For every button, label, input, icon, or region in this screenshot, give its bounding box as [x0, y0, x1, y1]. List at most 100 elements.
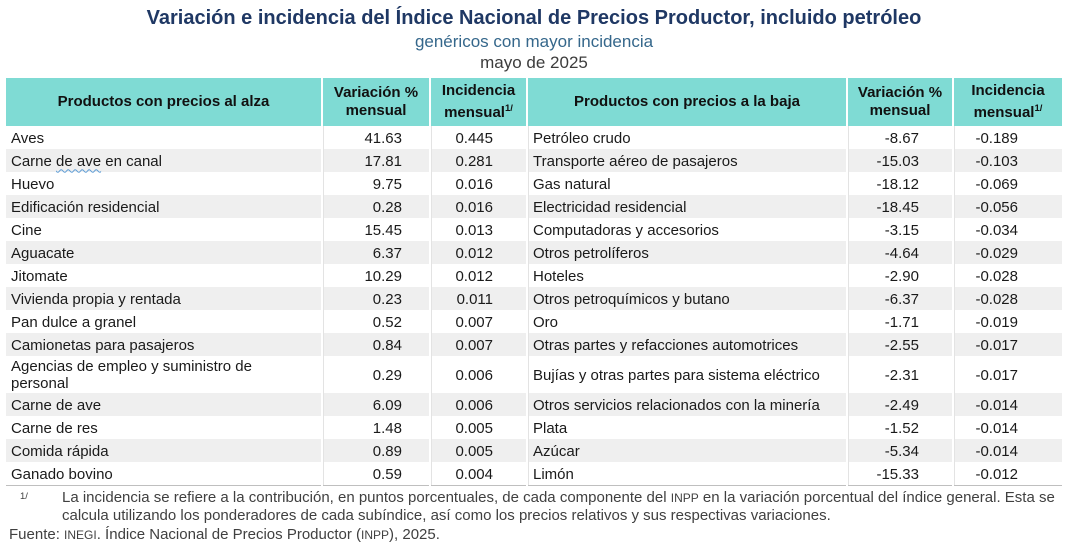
alza-incidencia-cell: 0.012	[429, 264, 527, 287]
table-row: Huevo 9.75 0.016 Gas natural -18.12 -0.069	[6, 172, 1062, 195]
baja-variacion-cell: -18.12	[846, 172, 953, 195]
alza-variacion-cell: 0.52	[321, 310, 430, 333]
baja-variacion-cell: -3.15	[846, 218, 953, 241]
alza-incidencia-cell: 0.012	[429, 241, 527, 264]
product-alza-cell: Carne de res	[6, 416, 322, 439]
product-alza-cell: Ganado bovino	[6, 462, 322, 486]
baja-incidencia-cell: -0.056	[952, 195, 1062, 218]
table-row: Aves 41.63 0.445 Petróleo crudo -8.67 -0.189	[6, 126, 1062, 149]
col-header-incidencia-alza: Incidencia mensual1/	[429, 78, 527, 126]
alza-incidencia-cell: 0.281	[429, 149, 527, 172]
baja-incidencia-cell: -0.028	[952, 287, 1062, 310]
col-header-variacion-baja-label: Variación % mensual	[857, 84, 943, 119]
period-label: mayo de 2025	[480, 53, 588, 72]
col-header-productos-baja: Productos con precios a la baja	[526, 78, 847, 126]
table-row: Vivienda propia y rentada 0.23 0.011 Otros …	[6, 287, 1062, 310]
alza-variacion-cell: 6.09	[321, 393, 430, 416]
footnote-marker: 1/	[504, 103, 513, 114]
product-baja-cell: Bujías y otras partes para sistema eléct…	[526, 356, 847, 393]
acronym-small-caps: INEGI	[64, 528, 97, 542]
table-row: Comida rápida 0.89 0.005 Azúcar -5.34 -0.014	[6, 439, 1062, 462]
footnotes-block: 1/ La incidencia se refiere a la contrib…	[4, 489, 1064, 544]
product-baja-cell: Hoteles	[526, 264, 847, 287]
table-row: Ganado bovino 0.59 0.004 Limón -15.33 -0.012	[6, 462, 1062, 486]
baja-variacion-cell: -15.33	[846, 462, 953, 486]
footnote-1-marker: 1/	[20, 491, 28, 502]
alza-incidencia-cell: 0.007	[429, 310, 527, 333]
footnote-1-text: La incidencia se refiere a la contribuci…	[62, 489, 1055, 524]
col-header-variacion-baja: Variación % mensual	[846, 78, 953, 126]
product-alza-cell: Pan dulce a granel	[6, 310, 322, 333]
product-baja-cell: Otros petroquímicos y butano	[526, 287, 847, 310]
baja-variacion-cell: -18.45	[846, 195, 953, 218]
alza-incidencia-cell: 0.005	[429, 416, 527, 439]
product-alza-cell: Aguacate	[6, 241, 322, 264]
spellcheck-underline: de ave	[56, 152, 102, 170]
alza-variacion-cell: 0.29	[321, 356, 430, 393]
alza-incidencia-cell: 0.445	[429, 126, 527, 149]
alza-incidencia-cell: 0.007	[429, 333, 527, 356]
col-header-variacion-alza-label: Variación % mensual	[333, 84, 419, 119]
product-alza-cell: Aves	[6, 126, 322, 149]
product-alza-cell: Jitomate	[6, 264, 322, 287]
product-baja-cell: Petróleo crudo	[526, 126, 847, 149]
product-alza-cell: Cine	[6, 218, 322, 241]
table-row: Pan dulce a granel 0.52 0.007 Oro -1.71 -0.01…	[6, 310, 1062, 333]
alza-variacion-cell: 10.29	[321, 264, 430, 287]
product-alza-cell: Agencias de empleo y suministro de perso…	[6, 356, 322, 393]
baja-incidencia-cell: -0.034	[952, 218, 1062, 241]
alza-variacion-cell: 0.23	[321, 287, 430, 310]
alza-incidencia-cell: 0.016	[429, 172, 527, 195]
baja-incidencia-cell: -0.014	[952, 439, 1062, 462]
alza-variacion-cell: 0.89	[321, 439, 430, 462]
product-baja-cell: Limón	[526, 462, 847, 486]
product-alza-cell: Vivienda propia y rentada	[6, 287, 322, 310]
table-row: Carne de res 1.48 0.005 Plata -1.52 -0.014	[6, 416, 1062, 439]
footnote-marker: 1/	[1034, 103, 1043, 114]
alza-variacion-cell: 15.45	[321, 218, 430, 241]
baja-variacion-cell: -15.03	[846, 149, 953, 172]
table-row: Cine 15.45 0.013 Computadoras y accesorios -…	[6, 218, 1062, 241]
product-baja-cell: Transporte aéreo de pasajeros	[526, 149, 847, 172]
table-row: Camionetas para pasajeros 0.84 0.007 Otras …	[6, 333, 1062, 356]
alza-variacion-cell: 6.37	[321, 241, 430, 264]
product-alza-cell: Huevo	[6, 172, 322, 195]
product-alza-cell: Camionetas para pasajeros	[6, 333, 322, 356]
baja-variacion-cell: -2.55	[846, 333, 953, 356]
baja-incidencia-cell: -0.017	[952, 356, 1062, 393]
product-baja-cell: Oro	[526, 310, 847, 333]
alza-incidencia-cell: 0.013	[429, 218, 527, 241]
page-title: Variación e incidencia del Índice Nacion…	[146, 7, 922, 29]
baja-incidencia-cell: -0.189	[952, 126, 1062, 149]
alza-variacion-cell: 17.81	[321, 149, 430, 172]
baja-variacion-cell: -8.67	[846, 126, 953, 149]
source-line: Fuente: INEGI. Índice Nacional de Precio…	[9, 526, 440, 543]
baja-variacion-cell: -2.49	[846, 393, 953, 416]
table-row: Agencias de empleo y suministro de perso…	[6, 356, 1062, 393]
product-alza-cell: Carne de ave	[6, 393, 322, 416]
page-subtitle: genéricos con mayor incidencia	[414, 32, 654, 51]
baja-variacion-cell: -2.31	[846, 356, 953, 393]
acronym-small-caps: INPP	[361, 528, 390, 542]
col-header-incidencia-baja: Incidencia mensual1/	[952, 78, 1062, 126]
product-baja-cell: Otros servicios relacionados con la mine…	[526, 393, 847, 416]
product-baja-cell: Otros petrolíferos	[526, 241, 847, 264]
table-row: Aguacate 6.37 0.012 Otros petrolíferos -4.64…	[6, 241, 1062, 264]
table-row: Edificación residencial 0.28 0.016 Electric…	[6, 195, 1062, 218]
baja-incidencia-cell: -0.103	[952, 149, 1062, 172]
alza-incidencia-cell: 0.005	[429, 439, 527, 462]
col-header-variacion-alza: Variación % mensual	[321, 78, 430, 126]
table-row: Jitomate 10.29 0.012 Hoteles -2.90 -0.028	[6, 264, 1062, 287]
alza-variacion-cell: 1.48	[321, 416, 430, 439]
product-baja-cell: Gas natural	[526, 172, 847, 195]
acronym-small-caps: INPP	[670, 491, 699, 505]
product-baja-cell: Plata	[526, 416, 847, 439]
table-header-row: Productos con precios al alza Variación …	[6, 78, 1062, 126]
baja-variacion-cell: -1.52	[846, 416, 953, 439]
product-baja-cell: Electricidad residencial	[526, 195, 847, 218]
baja-incidencia-cell: -0.069	[952, 172, 1062, 195]
alza-variacion-cell: 9.75	[321, 172, 430, 195]
alza-variacion-cell: 0.59	[321, 462, 430, 486]
baja-incidencia-cell: -0.012	[952, 462, 1062, 486]
